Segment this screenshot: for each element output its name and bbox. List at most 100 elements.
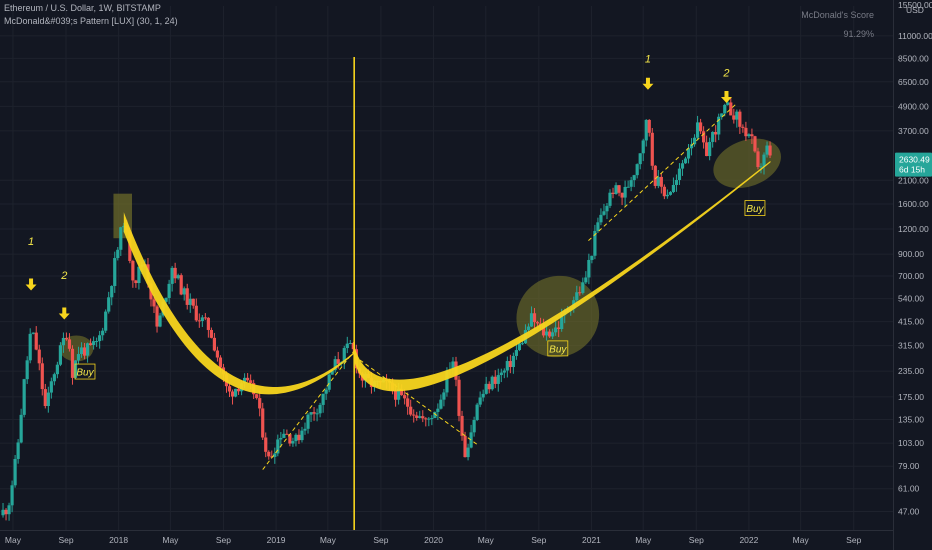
candle-body <box>662 186 666 197</box>
x-tick-label: 2020 <box>424 535 443 545</box>
candle-body <box>677 168 682 181</box>
candle-body <box>650 132 654 166</box>
trendline <box>588 102 738 242</box>
candle-body <box>647 119 651 133</box>
candle-body <box>409 406 413 415</box>
candle-body <box>13 458 17 486</box>
candle-body <box>10 485 14 506</box>
candle-body <box>629 180 633 187</box>
x-tick-label: May <box>793 535 810 545</box>
candle-body <box>529 313 534 327</box>
pattern-annotation: 2 <box>722 68 729 80</box>
candle-body <box>505 361 509 371</box>
candle-body <box>445 370 449 393</box>
candle-body <box>638 153 642 165</box>
candle-body <box>176 275 180 279</box>
candle-body <box>457 379 461 416</box>
candle-body <box>526 326 531 331</box>
candle-body <box>421 416 425 419</box>
candle-body <box>430 418 434 420</box>
candle-body <box>481 393 485 398</box>
candle-body <box>717 116 721 135</box>
buy-label-box <box>74 363 96 380</box>
candle-body <box>554 327 558 333</box>
y-tick-label: 1600.00 <box>898 199 929 209</box>
y-tick-label: 175.00 <box>898 392 924 402</box>
candle-body <box>436 408 440 412</box>
candle-body <box>644 119 648 141</box>
candle-body <box>101 330 105 336</box>
y-tick-label: 3700.00 <box>898 126 929 136</box>
candle-body <box>348 342 352 344</box>
candle-body <box>119 227 123 250</box>
candle-body <box>626 186 630 188</box>
y-tick-label: 61.00 <box>898 484 920 494</box>
candle-body <box>412 414 416 416</box>
candle-body <box>333 359 337 371</box>
candle-body <box>312 412 316 414</box>
candle-body <box>255 394 259 399</box>
y-tick-label: 235.00 <box>898 366 924 376</box>
candle-body <box>605 205 609 212</box>
candle-body <box>472 420 476 433</box>
candle-body <box>656 176 660 186</box>
candle-body <box>711 131 715 142</box>
candle-body <box>544 331 549 336</box>
y-tick-label: 700.00 <box>898 271 924 281</box>
candle-body <box>170 267 174 284</box>
candle-body <box>104 311 108 331</box>
candle-body <box>164 297 168 302</box>
candle-body <box>294 434 298 442</box>
candle-body <box>73 360 78 378</box>
y-tick-label: 47.00 <box>898 506 920 516</box>
candle-body <box>756 151 760 167</box>
y-tick-label: 135.00 <box>898 414 924 424</box>
candle-body <box>578 292 582 294</box>
candle-body <box>276 439 280 454</box>
x-tick-label: Sep <box>689 535 704 545</box>
candle-body <box>484 383 488 394</box>
candle-body <box>67 339 72 349</box>
candle-body <box>43 389 47 407</box>
candle-body <box>315 413 319 415</box>
candle-body <box>759 166 763 168</box>
x-tick-label: May <box>320 535 337 545</box>
candle-body <box>490 376 494 390</box>
candle-body <box>557 327 561 329</box>
candle-body <box>689 144 694 149</box>
trendline <box>353 355 480 447</box>
x-tick-label: 2018 <box>109 535 128 545</box>
candle-body <box>191 298 195 306</box>
symbol-title[interactable]: Ethereum / U.S. Dollar, 1W, BITSTAMP <box>4 3 161 13</box>
candle-body <box>726 102 730 105</box>
candle-body <box>182 288 186 295</box>
candle-body <box>233 388 238 397</box>
candle-body <box>270 456 274 458</box>
candle-body <box>306 414 310 429</box>
x-tick-label: Sep <box>531 535 546 545</box>
candle-body <box>61 337 66 346</box>
candle-body <box>88 343 93 346</box>
x-tick-label: Sep <box>58 535 73 545</box>
candle-body <box>535 322 540 324</box>
candle-body <box>665 194 669 197</box>
candle-body <box>508 361 512 368</box>
candle-body <box>285 433 289 435</box>
candle-body <box>532 313 537 323</box>
candle-body <box>194 305 198 321</box>
y-tick-label: 315.00 <box>898 341 924 351</box>
candle-body <box>596 222 600 231</box>
down-arrow-icon <box>720 91 732 104</box>
candle-body <box>668 192 672 195</box>
candle-body <box>79 347 84 355</box>
indicator-title[interactable]: McDonald&#039;s Pattern [LUX] (30, 1, 24… <box>4 16 178 26</box>
candle-body <box>167 283 171 298</box>
candle-body <box>653 165 657 186</box>
price-axis[interactable] <box>894 0 932 550</box>
candle-body <box>55 364 59 375</box>
current-price-tag <box>895 152 932 177</box>
candle-body <box>218 357 223 368</box>
buy-label-box <box>744 200 766 216</box>
